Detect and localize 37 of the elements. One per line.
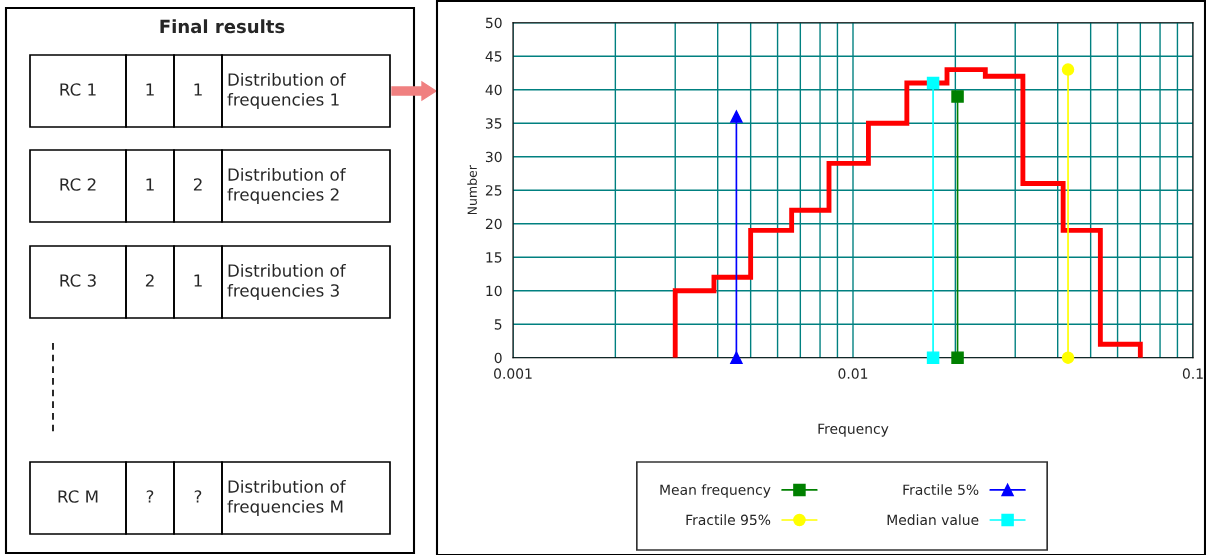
y-tick-label: 50 [485, 17, 502, 29]
y-tick-label: 25 [485, 185, 502, 196]
legend-label: Mean frequency [660, 484, 771, 498]
text: 1 [194, 274, 202, 287]
y-tick-label: 30 [485, 151, 502, 163]
y-tick-label: 35 [485, 118, 502, 129]
y-tick-label: 20 [485, 218, 502, 230]
text: Final results [160, 19, 285, 34]
y-axis-title: Number [467, 165, 477, 215]
y-tick-label: 5 [494, 319, 502, 330]
y-tick-label: 45 [485, 51, 502, 62]
legend-label: Fractile 5% [903, 484, 979, 495]
text: RC 2 [60, 178, 96, 191]
x-tick-label: 0.001 [494, 368, 532, 379]
text: RC 3 [60, 274, 96, 287]
text: ? [194, 490, 202, 503]
text: 2 [193, 178, 202, 191]
legend-label: Median value [887, 514, 979, 526]
text: Distribution of frequencies 2 [227, 167, 346, 205]
text: 2 [145, 274, 154, 287]
y-tick-label: 0 [494, 352, 502, 364]
y-tick-label: 15 [486, 252, 502, 263]
y-tick-label: 40 [485, 84, 502, 96]
legend-label: Fractile 95% [686, 514, 771, 526]
text: 1 [146, 83, 154, 96]
x-tick-label: 0.1 [1182, 368, 1203, 379]
text: 1 [146, 178, 154, 191]
x-tick-label: 0.01 [838, 368, 868, 379]
text: Distribution of frequencies 1 [227, 72, 346, 110]
text: Distribution of frequencies 3 [227, 263, 346, 301]
x-axis-title: Frequency [818, 423, 889, 437]
text: RC 1 [60, 83, 96, 96]
y-tick-label: 10 [486, 285, 502, 297]
text: RC M [58, 490, 98, 503]
text: Distribution of frequencies M [227, 479, 346, 517]
text: ? [146, 490, 154, 503]
text: 1 [194, 83, 202, 96]
